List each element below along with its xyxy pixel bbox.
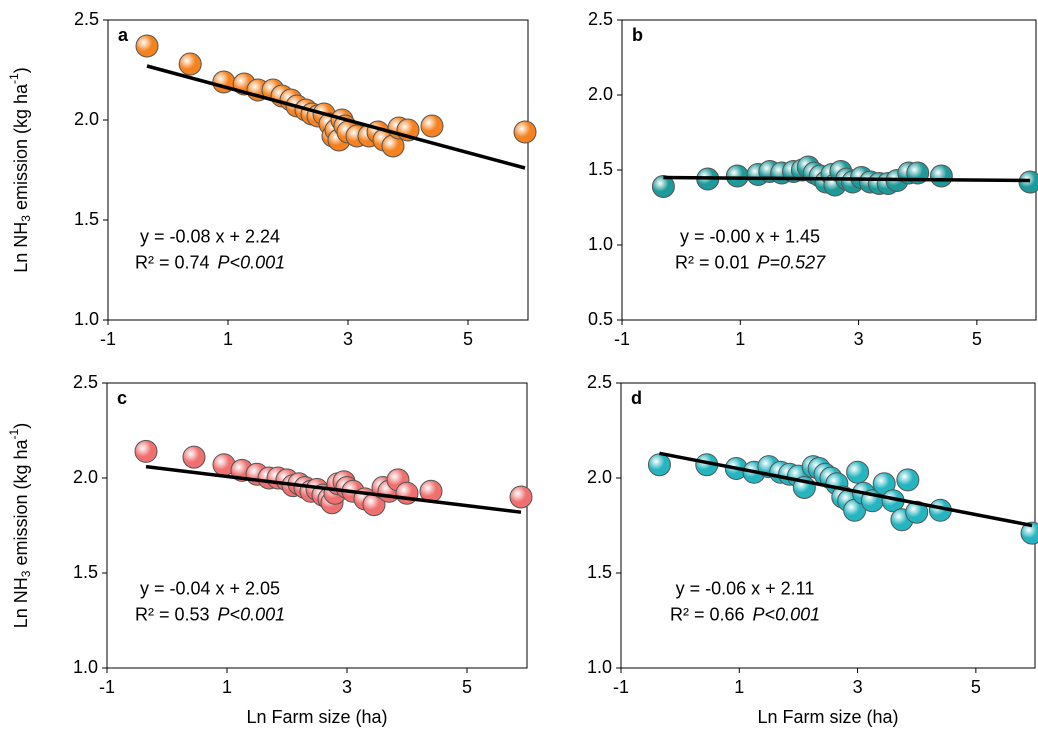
p-value: P<0.001 [218,252,286,272]
r-squared: R² = 0.01 [675,252,750,272]
equation: y = -0.08 x + 2.24 [140,226,280,246]
x-tick-label: 3 [853,677,863,697]
y-label-text: ) [11,67,31,73]
y-tick-label: 2.0 [588,84,613,104]
y-tick-label: 0.5 [588,309,613,329]
r-squared-line: R² = 0.01 P=0.527 [675,252,826,272]
y-tick-label: 1.5 [588,159,613,179]
p-value: P=0.527 [758,252,827,272]
panel-label: a [118,25,129,45]
y-label-text: ) [11,423,31,429]
plot-frame [107,19,529,321]
y-axis-label: Ln NH3 emission (kg ha-1) [7,67,33,272]
data-point [134,439,158,463]
x-tick-label: 5 [971,677,981,697]
data-point [1020,521,1038,545]
x-tick-label: 1 [735,329,745,349]
x-tick-label: 5 [462,677,472,697]
data-point [182,445,206,469]
trend-line [145,464,522,514]
data-point [846,460,870,484]
data-point [725,164,749,188]
r-squared: R² = 0.74 [135,252,210,272]
equation: y = -0.00 x + 1.45 [680,226,820,246]
data-point [651,175,675,198]
y-tick-label: 2.5 [587,372,612,392]
p-value: P<0.001 [218,604,286,624]
x-tick-label: 5 [972,329,982,349]
data-point [929,164,953,188]
y-tick-label: 2.0 [587,467,612,487]
y-tick-label: 2.5 [74,9,99,29]
x-tick-label: 3 [342,677,352,697]
x-tick-label: 1 [223,329,233,349]
data-point [647,453,671,477]
x-tick-label: -1 [613,677,629,697]
data-point [178,52,202,76]
panel-label: b [632,25,643,45]
x-tick-label: -1 [614,329,630,349]
y-tick-label: 1.0 [73,657,98,677]
y-label-text: Ln NH [11,222,31,273]
data-point [420,114,444,138]
data-point [509,485,533,509]
y-tick-label: 2.5 [588,9,613,29]
x-tick-label: -1 [100,329,116,349]
data-point [513,120,537,144]
equation: y = -0.06 x + 2.11 [676,578,815,598]
data-point [896,468,920,492]
x-tick-label: -1 [99,677,115,697]
plot-frame [620,382,1036,669]
x-axis-label: Ln Farm size (ha) [757,707,898,727]
y-tick-label: 1.0 [74,309,99,329]
trend-line [146,64,526,170]
x-tick-label: 3 [343,329,353,349]
y-tick-label: 1.5 [74,209,99,229]
y-label-text: Ln NH [11,577,31,628]
y-tick-label: 1.5 [73,562,98,582]
panel-label: d [631,388,642,408]
y-tick-label: 1.5 [587,562,612,582]
y-label-sub: 3 [19,215,33,222]
trend-line [663,175,1031,183]
y-tick-label: 1.0 [588,234,613,254]
trend-line [659,451,1033,528]
panel-label: c [117,388,127,408]
r-squared: R² = 0.53 [135,604,210,624]
y-axis-label: Ln NH3 emission (kg ha-1) [7,423,33,628]
y-tick-label: 2.0 [73,467,98,487]
equation: y = -0.04 x + 2.05 [140,578,280,598]
p-value: P<0.001 [753,604,821,624]
x-tick-label: 1 [734,677,744,697]
x-tick-label: 3 [854,329,864,349]
y-label-text: emission (kg ha [11,83,31,215]
r-squared-line: R² = 0.74 P<0.001 [135,252,285,272]
y-label-sub: 3 [19,570,33,577]
data-point [905,500,929,524]
y-label-sup: -1 [7,73,21,84]
r-squared: R² = 0.66 [670,604,745,624]
plot-frame [106,382,528,669]
y-tick-label: 2.5 [73,372,98,392]
y-label-text: emission (kg ha [11,438,31,570]
y-tick-label: 2.0 [74,109,99,129]
x-axis-label: Ln Farm size (ha) [246,707,387,727]
y-label-sup: -1 [7,428,21,439]
y-tick-label: 1.0 [587,657,612,677]
r-squared-line: R² = 0.66 P<0.001 [670,604,820,624]
data-point [135,34,159,58]
r-squared-line: R² = 0.53 P<0.001 [135,604,285,624]
x-tick-label: 5 [463,329,473,349]
x-tick-label: 1 [222,677,232,697]
